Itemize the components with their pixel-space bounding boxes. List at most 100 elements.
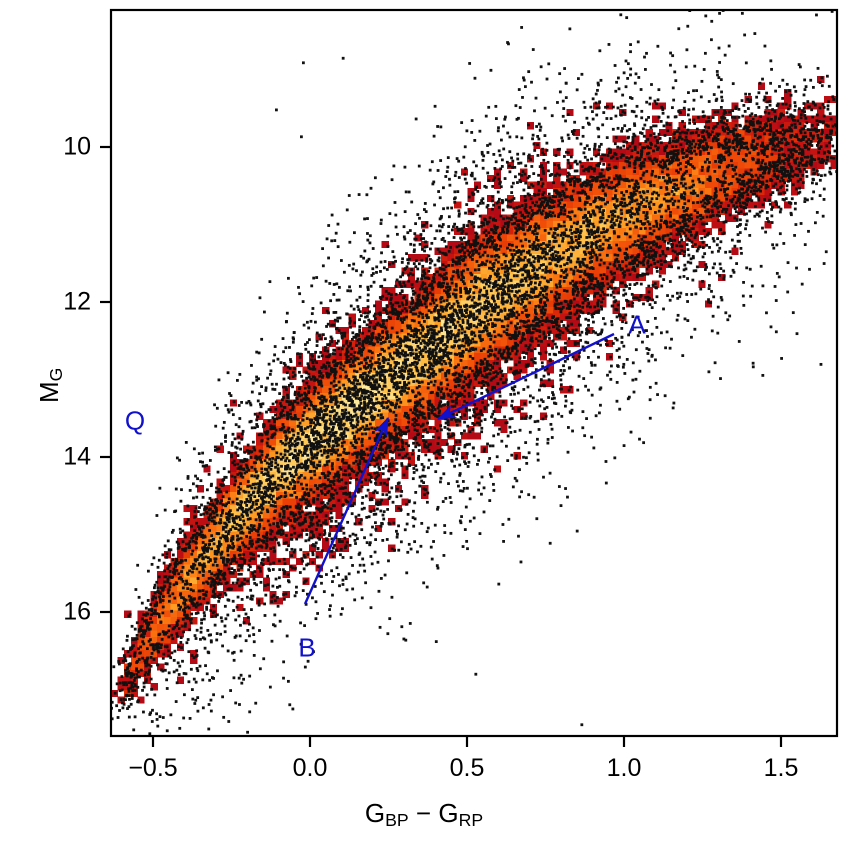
density-cell <box>388 346 396 354</box>
density-cell <box>711 161 719 169</box>
scatter-point <box>621 204 625 208</box>
density-cell <box>282 511 290 519</box>
scatter-point <box>513 476 517 480</box>
density-cell <box>441 254 449 262</box>
density-cell <box>823 95 831 103</box>
scatter-point <box>326 441 329 445</box>
scatter-point <box>263 614 267 617</box>
density-cell <box>223 511 231 519</box>
density-cell <box>751 148 759 156</box>
scatter-point <box>151 708 154 712</box>
scatter-point <box>524 205 528 209</box>
scatter-point <box>492 299 496 303</box>
density-cell <box>394 366 402 374</box>
density-cell <box>658 155 666 163</box>
scatter-point <box>793 149 797 153</box>
density-cell <box>170 630 178 638</box>
scatter-point <box>656 98 660 102</box>
scatter-point <box>582 348 586 352</box>
density-cell <box>559 313 567 321</box>
density-cell <box>540 379 548 387</box>
scatter-point <box>527 186 531 189</box>
scatter-point <box>316 463 319 467</box>
scatter-point <box>421 397 425 401</box>
density-cell <box>500 340 508 348</box>
density-cell <box>427 386 435 394</box>
scatter-point <box>279 361 283 364</box>
density-cell <box>540 320 548 328</box>
scatter-point <box>805 175 809 178</box>
density-cell <box>210 551 218 559</box>
scatter-point <box>661 250 665 253</box>
scatter-point <box>307 350 310 354</box>
density-cell <box>566 340 574 348</box>
density-cell <box>619 234 627 242</box>
density-cell <box>163 630 171 638</box>
scatter-point <box>358 349 361 353</box>
density-cell <box>625 241 633 249</box>
density-cell <box>401 320 409 328</box>
density-cell <box>553 274 561 282</box>
scatter-point <box>828 151 832 155</box>
scatter-point <box>609 293 613 297</box>
density-cell <box>632 234 640 242</box>
scatter-point <box>731 129 735 133</box>
density-cell <box>203 551 211 559</box>
density-cell <box>579 227 587 235</box>
density-cell <box>817 76 825 84</box>
scatter-point <box>315 555 319 559</box>
scatter-point <box>473 177 477 181</box>
scatter-point <box>381 335 385 339</box>
scatter-point <box>732 146 735 149</box>
scatter-point <box>464 409 468 413</box>
scatter-point <box>611 290 615 294</box>
scatter-point <box>629 67 633 71</box>
density-cell <box>295 465 303 473</box>
scatter-point <box>324 365 327 368</box>
scatter-point <box>519 294 522 298</box>
scatter-point <box>265 508 269 512</box>
scatter-point <box>349 325 352 329</box>
density-cell <box>586 260 594 268</box>
scatter-point <box>555 292 559 296</box>
scatter-point <box>191 539 195 543</box>
scatter-point <box>255 540 258 544</box>
density-cell <box>817 148 825 156</box>
scatter-point <box>426 386 430 390</box>
scatter-point <box>325 407 328 411</box>
scatter-point <box>604 178 608 182</box>
scatter-point <box>478 302 482 306</box>
density-cell <box>784 148 792 156</box>
scatter-point <box>592 236 596 239</box>
scatter-point <box>499 287 503 291</box>
density-cell <box>507 234 515 242</box>
density-cell <box>520 313 528 321</box>
density-cell <box>540 280 548 288</box>
scatter-point <box>675 291 679 295</box>
density-cell <box>606 155 614 163</box>
scatter-point <box>271 402 275 406</box>
density-cell <box>711 208 719 216</box>
scatter-point <box>696 211 699 214</box>
density-cell <box>784 128 792 136</box>
density-cell <box>685 168 693 176</box>
scatter-point <box>488 345 492 348</box>
density-cell <box>328 353 336 361</box>
density-cell <box>282 425 290 433</box>
scatter-point <box>803 131 807 135</box>
scatter-point <box>402 637 406 641</box>
density-cell <box>526 201 534 209</box>
density-cell <box>599 175 607 183</box>
scatter-point <box>152 658 156 661</box>
scatter-point <box>321 501 325 504</box>
scatter-point <box>646 320 650 323</box>
density-cell <box>216 531 224 539</box>
scatter-point <box>508 333 511 337</box>
scatter-point <box>641 127 645 131</box>
density-cell <box>269 531 277 539</box>
scatter-point <box>279 404 283 408</box>
scatter-point <box>781 128 785 132</box>
density-cell <box>724 168 732 176</box>
scatter-point <box>414 333 418 337</box>
density-cell <box>738 168 746 176</box>
